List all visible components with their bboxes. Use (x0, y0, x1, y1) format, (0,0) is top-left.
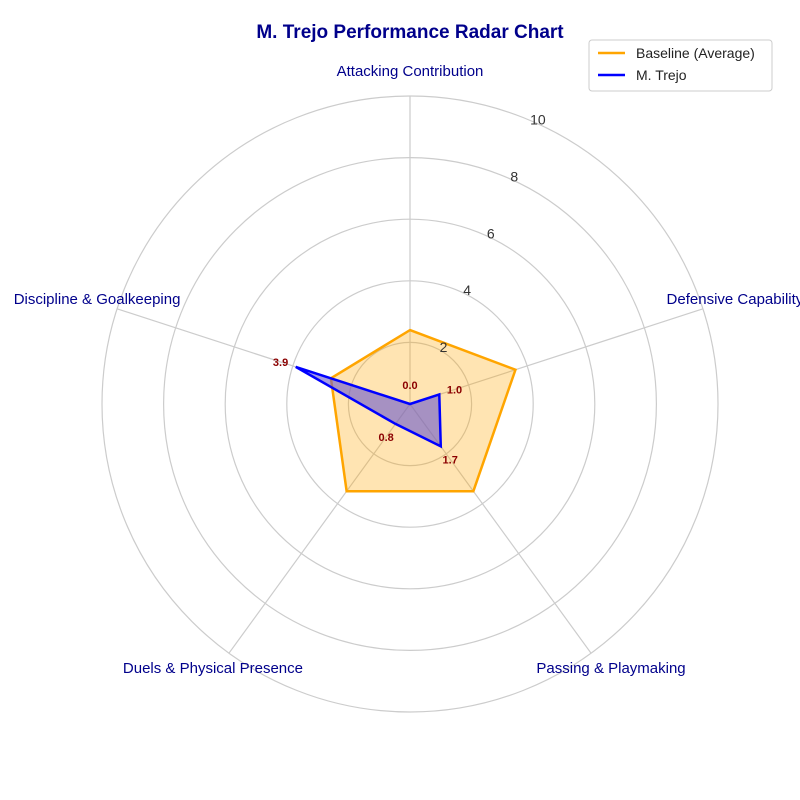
chart-title: M. Trejo Performance Radar Chart (256, 22, 564, 43)
r-tick-label-10: 10 (530, 111, 546, 127)
value-label-4: 3.9 (273, 357, 288, 369)
series-polygon-trejo (295, 365, 443, 449)
r-tick-label-8: 8 (510, 168, 518, 184)
category-label-0: Attacking Contribution (337, 63, 484, 80)
legend: Baseline (Average) M. Trejo (588, 39, 773, 92)
value-label-2: 1.7 (443, 454, 458, 466)
value-label-1: 1.0 (447, 385, 462, 397)
r-tick-label-4: 4 (463, 282, 471, 298)
category-label-4: Discipline & Goalkeeping (14, 291, 181, 308)
series-layer (295, 328, 518, 493)
value-label-3: 0.8 (378, 432, 393, 444)
legend-label-baseline: Baseline (Average) (636, 45, 755, 61)
spoke-3 (228, 403, 411, 654)
labels-layer: 2 4 6 8 10 0.0 1.0 1.7 0.8 3.9 Attacking Contribut… (14, 63, 800, 677)
legend-label-trejo: M. Trejo (636, 67, 687, 83)
legend-box (588, 39, 773, 92)
category-label-1: Defensive Capability (667, 291, 800, 308)
category-label-2: Passing & Playmaking (536, 660, 685, 677)
value-label-0: 0.0 (402, 380, 417, 392)
spoke-1 (409, 308, 704, 405)
grid-layer (101, 95, 719, 713)
r-tick-label-6: 6 (487, 225, 495, 241)
r-tick-label-2: 2 (440, 339, 448, 355)
category-label-3: Duels & Physical Presence (123, 660, 303, 677)
